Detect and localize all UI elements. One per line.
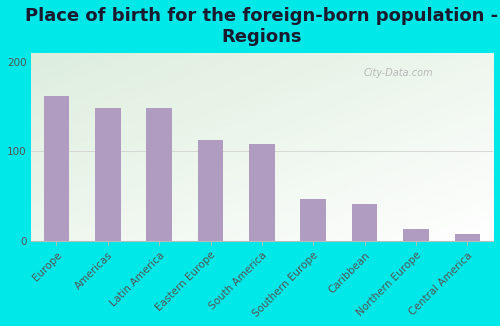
Bar xyxy=(454,234,480,241)
Bar xyxy=(403,230,429,241)
Bar xyxy=(198,140,224,241)
Title: Place of birth for the foreign-born population -
Regions: Place of birth for the foreign-born popu… xyxy=(26,7,498,46)
Bar xyxy=(146,108,172,241)
Bar xyxy=(44,96,70,241)
Bar xyxy=(352,204,378,241)
Bar xyxy=(300,199,326,241)
Bar xyxy=(95,109,120,241)
Text: City-Data.com: City-Data.com xyxy=(364,68,433,78)
Bar xyxy=(249,144,274,241)
